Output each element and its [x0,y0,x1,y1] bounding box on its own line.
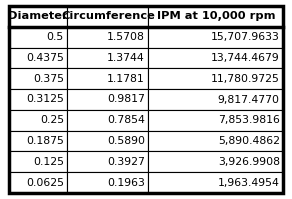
Text: 0.1875: 0.1875 [26,136,64,146]
Bar [9,151,67,172]
Text: 5,890.4862: 5,890.4862 [218,136,280,146]
Text: 3,926.9908: 3,926.9908 [218,157,280,167]
Text: 0.1963: 0.1963 [107,178,145,188]
Bar [148,151,283,172]
Bar [148,89,283,110]
Bar [67,172,148,193]
Bar [9,131,67,151]
Bar [67,89,148,110]
Text: 1.3744: 1.3744 [107,53,145,63]
Text: 0.25: 0.25 [40,115,64,125]
Text: IPM at 10,000 rpm: IPM at 10,000 rpm [157,11,275,21]
Bar [67,6,148,27]
Bar [67,110,148,131]
Text: Circumference: Circumference [61,11,155,21]
Bar [148,27,283,48]
Text: 0.5890: 0.5890 [107,136,145,146]
Text: 11,780.9725: 11,780.9725 [211,74,280,84]
Bar [67,151,148,172]
Text: 0.9817: 0.9817 [107,95,145,104]
Text: 0.3927: 0.3927 [107,157,145,167]
Text: Diameter: Diameter [8,11,68,21]
Text: 0.375: 0.375 [33,74,64,84]
Bar [148,172,283,193]
Text: 15,707.9633: 15,707.9633 [211,32,280,42]
Text: 9,817.4770: 9,817.4770 [218,95,280,104]
Bar [67,131,148,151]
Bar [9,110,67,131]
Text: 7,853.9816: 7,853.9816 [218,115,280,125]
Bar [9,89,67,110]
Text: 13,744.4679: 13,744.4679 [211,53,280,63]
Bar [9,172,67,193]
Text: 0.125: 0.125 [33,157,64,167]
Text: 1.5708: 1.5708 [107,32,145,42]
Text: 0.7854: 0.7854 [107,115,145,125]
Bar [148,68,283,89]
Bar [9,27,67,48]
Bar [148,6,283,27]
Bar [9,6,67,27]
Bar [67,27,148,48]
Bar [148,110,283,131]
Bar [9,48,67,68]
Bar [9,68,67,89]
Text: 0.4375: 0.4375 [26,53,64,63]
Text: 1,963.4954: 1,963.4954 [218,178,280,188]
Text: 0.0625: 0.0625 [26,178,64,188]
Bar [67,68,148,89]
Bar [67,48,148,68]
Text: 1.1781: 1.1781 [107,74,145,84]
Bar [148,131,283,151]
Bar [148,48,283,68]
Text: 0.5: 0.5 [47,32,64,42]
Text: 0.3125: 0.3125 [26,95,64,104]
